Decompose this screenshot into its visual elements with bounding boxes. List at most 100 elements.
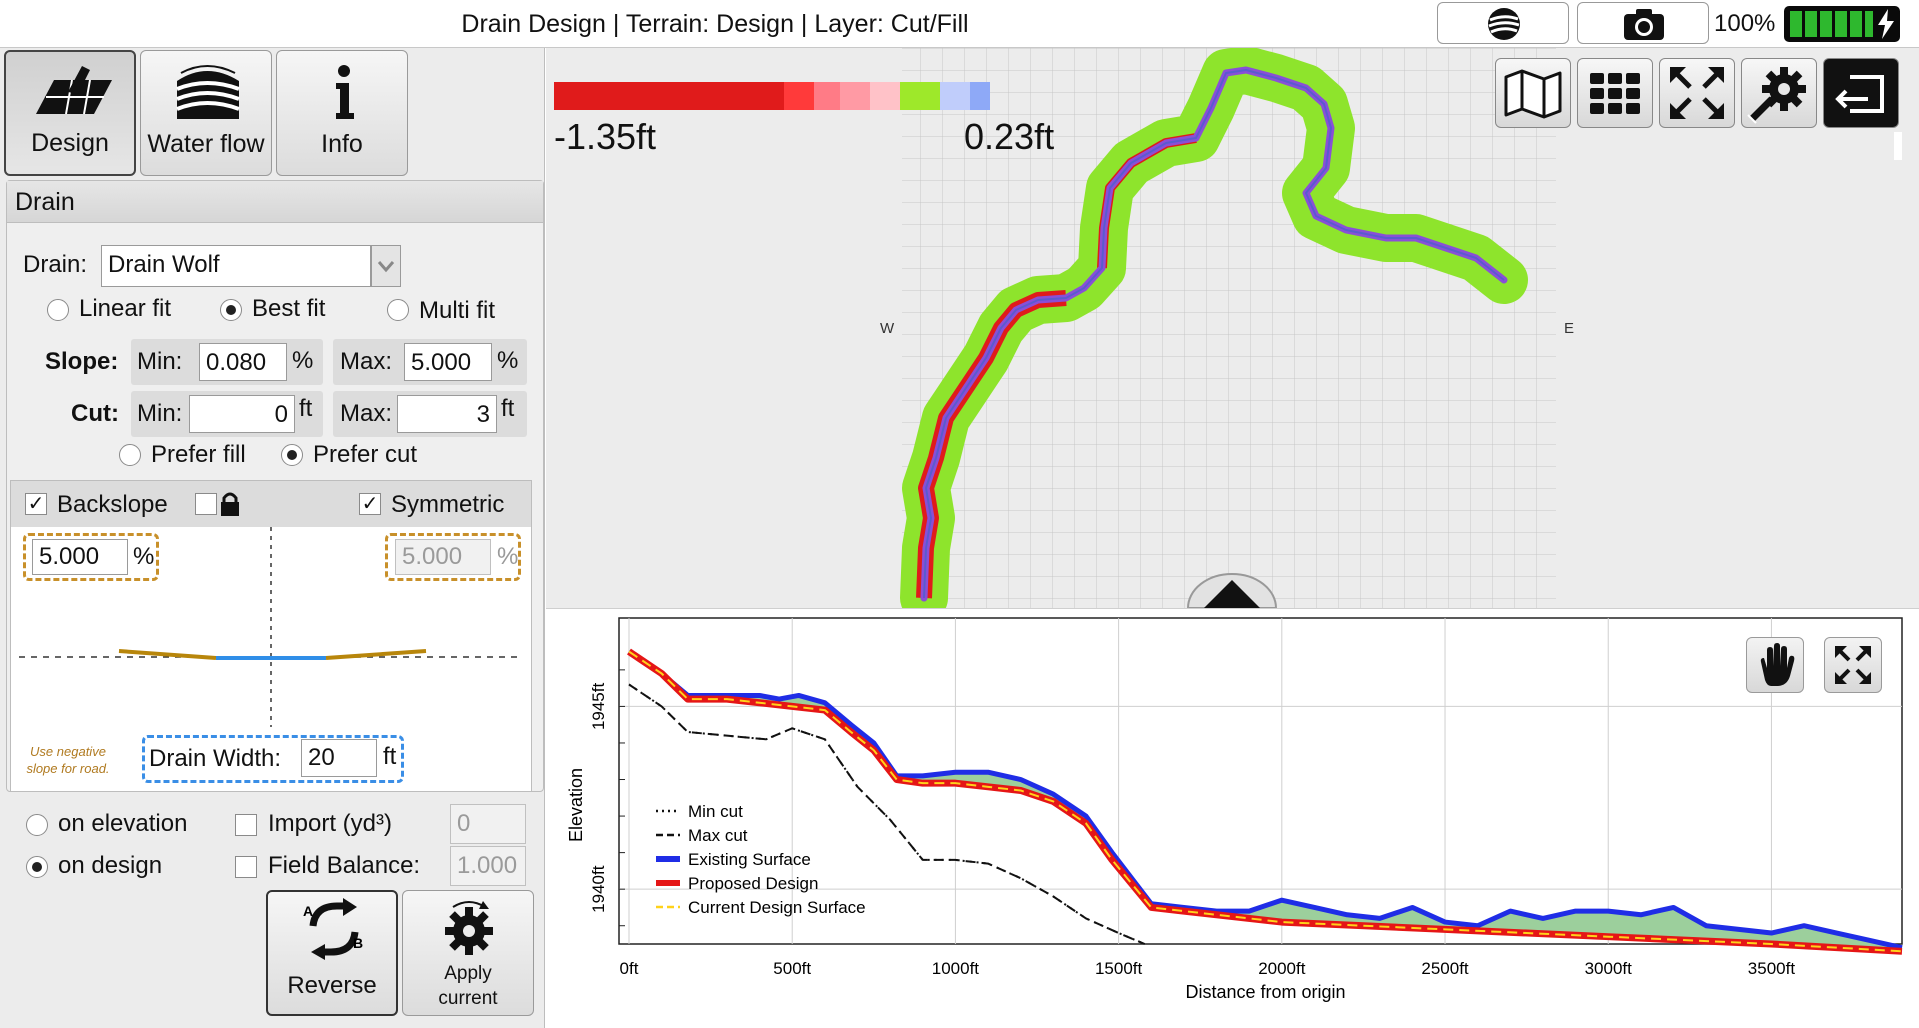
legend-label: Min cut: [688, 802, 743, 821]
slope-min-input[interactable]: 0.080: [199, 343, 287, 381]
import-input: 0: [450, 804, 526, 844]
elevation-profile-chart[interactable]: 0ft 500ft 1000ft 1500ft 2000ft 2500ft 3000ft 35…: [546, 609, 1919, 1028]
backslope-checkbox[interactable]: ✓: [25, 493, 47, 515]
map-view[interactable]: -1.35ft 0.23ft W E: [546, 48, 1919, 608]
cut-min-label: Min:: [137, 400, 183, 427]
reverse-label: Reverse: [287, 972, 377, 999]
slope-max-unit: %: [497, 347, 519, 374]
drain-header: Drain: [7, 181, 543, 223]
legend-label: Max cut: [688, 826, 748, 845]
linear-fit-radio[interactable]: [47, 299, 69, 321]
svg-text:A: A: [303, 903, 313, 919]
field-balance-label: Field Balance:: [268, 852, 421, 879]
exit-button[interactable]: [1823, 58, 1899, 128]
chevron-down-icon: [377, 261, 395, 273]
on-design-radio[interactable]: [26, 856, 48, 878]
right-backslope-group: [385, 533, 521, 581]
x-tick-label: 1500ft: [1095, 959, 1143, 978]
series-line-existing-surface: [627, 649, 1903, 951]
drain-select[interactable]: Drain Wolf: [101, 245, 371, 287]
slope-max-label: Max:: [340, 348, 393, 375]
multi-fit-label: Multi fit: [419, 297, 496, 324]
water-flow-icon: [176, 65, 240, 119]
chart-expand-button[interactable]: [1824, 637, 1882, 693]
cut-max-input[interactable]: 3: [397, 395, 497, 433]
tab-water-flow[interactable]: Water flow: [140, 50, 272, 176]
prefer-fill-radio[interactable]: [119, 444, 141, 466]
backslope-lock-checkbox[interactable]: [195, 493, 217, 515]
left-backslope-input[interactable]: 5.000: [32, 539, 128, 575]
legend-label: Proposed Design: [688, 874, 818, 893]
x-tick-label: 500ft: [773, 959, 811, 978]
x-axis-label: Distance from origin: [1185, 982, 1345, 1002]
map-canvas[interactable]: [546, 48, 1919, 608]
legend-color-swatch: [940, 82, 970, 110]
map-layers-button[interactable]: [1495, 58, 1571, 128]
x-tick-label: 0ft: [620, 959, 639, 978]
x-tick-label: 2000ft: [1258, 959, 1306, 978]
legend-color-swatch: [840, 82, 870, 110]
multi-fit-radio[interactable]: [387, 299, 409, 321]
drain-width-group: [142, 735, 404, 783]
tab-design[interactable]: Design: [4, 50, 136, 176]
settings-wrench-icon: [1747, 67, 1806, 124]
slope-min-label: Min:: [137, 348, 183, 375]
y-tick-label: 1940ft: [589, 865, 608, 913]
x-tick-label: 1000ft: [932, 959, 980, 978]
drain-width-input[interactable]: 20: [301, 739, 377, 777]
slope-max-input[interactable]: 5.000: [404, 343, 492, 381]
camera-button[interactable]: [1577, 2, 1709, 44]
on-elevation-radio[interactable]: [26, 814, 48, 836]
tab-info-label: Info: [321, 130, 363, 158]
pan-button[interactable]: [1746, 637, 1804, 693]
import-checkbox[interactable]: [235, 814, 257, 836]
cut-min-input[interactable]: 0: [189, 395, 295, 433]
map-layers-icon: [1504, 69, 1562, 119]
compass-east: E: [1564, 320, 1575, 337]
symmetric-checkbox[interactable]: ✓: [359, 493, 381, 515]
on-design-label: on design: [58, 852, 163, 879]
legend-color-swatch: [554, 82, 694, 110]
settings-button[interactable]: [1741, 58, 1817, 128]
plot-frame: [618, 617, 1903, 945]
right-backslope-unit: %: [497, 543, 519, 570]
backslope-label: Backslope: [57, 491, 168, 518]
prefer-cut-label: Prefer cut: [313, 441, 418, 468]
tab-info[interactable]: Info: [276, 50, 408, 176]
y-axis-label: Elevation: [566, 768, 586, 842]
title-bar: Drain Design | Terrain: Design | Layer: …: [0, 0, 1919, 48]
chevron-up-icon: [1204, 580, 1260, 608]
prefer-cut-radio[interactable]: [281, 444, 303, 466]
drain-width-unit: ft: [383, 743, 397, 770]
grid-icon: [1590, 73, 1640, 114]
tab-water-flow-label: Water flow: [147, 130, 265, 158]
apply-current-label: Apply current: [403, 961, 533, 1011]
left-backslope-unit: %: [133, 543, 155, 570]
exit-icon: [1835, 75, 1884, 113]
apply-current-button[interactable]: Apply current: [402, 890, 534, 1016]
lock-icon: [221, 492, 239, 516]
map-scroll-indicator[interactable]: [1894, 132, 1902, 160]
cut-max-unit: ft: [501, 395, 515, 422]
globe-button[interactable]: [1437, 2, 1569, 44]
fullscreen-button[interactable]: [1659, 58, 1735, 128]
grid-button[interactable]: [1577, 58, 1653, 128]
legend-color-swatch: [784, 82, 814, 110]
expand-arrows-icon: [1670, 67, 1724, 119]
drain-select-dropdown[interactable]: [371, 245, 401, 287]
reverse-button[interactable]: A B Reverse: [266, 890, 398, 1016]
gear-apply-icon: [445, 901, 493, 955]
drain-select-label: Drain:: [23, 251, 88, 278]
drain-select-value: Drain Wolf: [108, 251, 220, 278]
reverse-ab-icon: A B: [303, 898, 363, 960]
profile-chart-panel: 0ft 500ft 1000ft 1500ft 2000ft 2500ft 3000ft 35…: [546, 608, 1919, 1028]
legend-color-swatch: [694, 82, 784, 110]
best-fit-radio[interactable]: [220, 299, 242, 321]
battery-percent: 100%: [1714, 10, 1776, 37]
left-backslope-group: [23, 533, 159, 581]
series-line-current-design-surface: [628, 650, 1903, 953]
field-balance-checkbox[interactable]: [235, 856, 257, 878]
left-panel: Design Water flow Info Drain Drain: Drai…: [0, 48, 545, 1028]
x-tick-label: 3000ft: [1585, 959, 1633, 978]
backslope-header: [11, 481, 531, 527]
